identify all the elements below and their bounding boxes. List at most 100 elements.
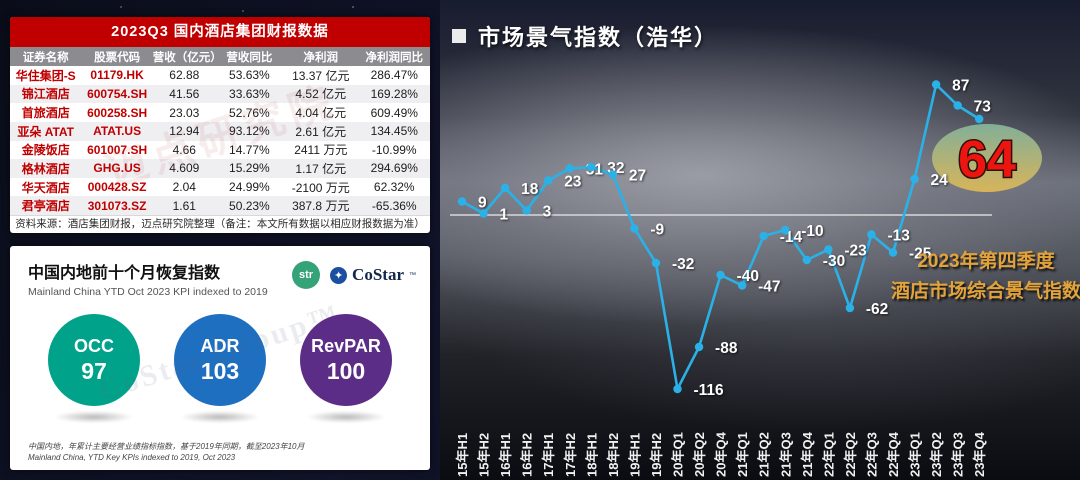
highlight-badge xyxy=(932,124,1042,192)
kpi-shadow xyxy=(306,411,386,423)
kpi-value: 100 xyxy=(326,357,366,384)
column-header: 股票代码 xyxy=(94,51,141,64)
data-point xyxy=(802,255,811,265)
table-row: 华天酒店 000428.SZ 2.04 24.99% -2100 万元 62.32% xyxy=(10,177,430,197)
table-row: 首旅酒店 600258.SH 23.03 52.76% 4.04 亿元 609.49% xyxy=(10,103,430,122)
x-axis-label: 21年Q4 xyxy=(800,431,815,477)
data-label: -13 xyxy=(887,228,910,245)
x-axis-label: 15年H1 xyxy=(455,433,470,477)
data-point xyxy=(457,197,467,206)
value-cell: 609.49% xyxy=(370,105,418,120)
annotation-line2: 酒店市场综合景气指数 xyxy=(890,281,1080,302)
kpi-revpar: RevPAR 100 xyxy=(300,314,392,423)
data-label: 73 xyxy=(974,99,992,116)
data-point xyxy=(910,174,919,184)
data-point xyxy=(716,270,725,280)
data-label: -88 xyxy=(715,340,738,357)
x-axis-label: 22年Q1 xyxy=(821,432,836,477)
x-axis-label: 18年H2 xyxy=(606,433,621,477)
value-cell: 24.99% xyxy=(229,180,270,195)
data-point xyxy=(953,101,962,110)
title-bullet-icon xyxy=(452,29,466,43)
value-cell: 4.66 xyxy=(172,142,196,157)
data-label: -32 xyxy=(672,256,694,273)
recovery-title: 中国内地前十个月恢复指数 xyxy=(28,265,221,282)
kpi-occ: OCC 97 xyxy=(48,314,140,423)
x-axis-label: 22年Q2 xyxy=(843,432,858,477)
table-row: 华住集团-S 01179.HK 62.88 53.63% 13.37 亿元 286.47% xyxy=(10,66,430,85)
chart-title-row: 市场景气指数（浩华） xyxy=(452,20,718,52)
finance-table-body: 华住集团-S 01179.HK 62.88 53.63% 13.37 亿元 286.47%… xyxy=(10,66,430,215)
x-axis-label: 23年Q1 xyxy=(908,432,923,477)
value-cell: 2.61 亿元 xyxy=(295,124,347,139)
stock-cell: 01179.HK xyxy=(90,68,144,83)
x-axis-label: 16年H1 xyxy=(498,433,513,477)
data-point xyxy=(479,209,488,218)
finance-report-card: 2023Q3 国内酒店集团财报数据 证券名称 股票代码 营收（亿元） 营收同比 净利润 净… xyxy=(10,17,430,233)
kpi-label: OCC xyxy=(74,335,114,356)
table-row: 金陵饭店 601007.SH 4.66 14.77% 2411 万元 -10.99% xyxy=(10,140,430,160)
data-point xyxy=(608,170,618,179)
kpi-shadow xyxy=(180,411,260,423)
column-header: 营收同比 xyxy=(226,51,273,64)
column-header: 净利润 xyxy=(303,51,339,64)
value-cell: 62.88 xyxy=(169,68,200,83)
chart-background xyxy=(440,0,1080,480)
stock-cell: 君亭酒店 xyxy=(21,199,70,214)
data-label: 27 xyxy=(629,168,646,185)
data-point xyxy=(737,281,747,290)
stock-cell: GHG.US xyxy=(93,161,141,176)
x-axis-label: 23年Q3 xyxy=(951,432,966,477)
x-axis-label: 21年Q2 xyxy=(757,432,772,477)
value-cell: 4.609 xyxy=(169,161,200,176)
data-point xyxy=(888,248,898,257)
data-label: -62 xyxy=(866,301,888,318)
kpi-shadow xyxy=(54,411,134,423)
data-point xyxy=(845,303,855,313)
data-label: -47 xyxy=(758,279,780,296)
finance-table-source: 资料来源：酒店集团财报，迈点研究院整理（备注：本文所有数据以相应财报数据为准） xyxy=(10,215,430,233)
x-axis-label: 17年H2 xyxy=(563,433,578,477)
data-point xyxy=(824,245,833,254)
data-point xyxy=(694,342,704,352)
x-axis-label: 20年Q2 xyxy=(692,432,707,477)
data-point xyxy=(759,231,768,241)
chart-title: 市场景气指数（浩华） xyxy=(478,25,719,50)
value-cell: 4.52 亿元 xyxy=(295,87,347,102)
value-cell: -2100 万元 xyxy=(291,180,350,195)
value-cell: 53.63% xyxy=(229,68,270,83)
stock-cell: 金陵饭店 xyxy=(21,143,70,158)
column-header: 证券名称 xyxy=(22,51,69,64)
value-cell: 23.03 xyxy=(169,105,200,120)
logo-group: str ✦ CoStar ™ xyxy=(292,261,416,289)
stock-cell: 301073.SZ xyxy=(87,198,147,213)
kpi-circle: ADR 103 xyxy=(174,314,266,406)
data-point xyxy=(500,183,510,193)
value-cell: 387.8 万元 xyxy=(292,199,350,214)
value-cell: 2.04 xyxy=(172,180,196,195)
data-point xyxy=(931,80,941,89)
data-label: -10 xyxy=(801,223,823,240)
finance-table-title: 2023Q3 国内酒店集团财报数据 xyxy=(10,17,430,47)
data-point xyxy=(781,225,790,235)
value-cell: 33.63% xyxy=(229,86,270,101)
str-logo: str xyxy=(292,261,321,289)
costar-logo: ✦ CoStar ™ xyxy=(330,265,416,285)
trademark-symbol: ™ xyxy=(409,271,416,279)
recovery-footnote: 中国内地，年累计主要经营业绩指标指数，基于2019年同期，截至2023年10月 … xyxy=(28,441,305,463)
stock-cell: 600754.SH xyxy=(87,86,148,101)
x-axis-label: 19年H2 xyxy=(649,433,664,477)
value-cell: 12.94 xyxy=(169,124,200,139)
x-axis-label: 21年Q3 xyxy=(778,432,793,477)
x-axis-label: 22年Q4 xyxy=(886,431,901,477)
recovery-titles: 中国内地前十个月恢复指数 Mainland China YTD Oct 2023… xyxy=(28,259,268,298)
annotation-line1: 2023年第四季度 xyxy=(917,251,1055,272)
value-cell: 14.77% xyxy=(229,142,270,157)
x-axis-label: 21年Q1 xyxy=(735,432,750,477)
x-axis-label: 23年Q4 xyxy=(972,431,987,477)
kpi-label: ADR xyxy=(200,335,240,356)
value-cell: 50.23% xyxy=(229,198,270,213)
x-axis-label: 17年H1 xyxy=(541,433,556,477)
data-point xyxy=(673,384,682,394)
x-axis-label: 16年H2 xyxy=(520,433,535,477)
